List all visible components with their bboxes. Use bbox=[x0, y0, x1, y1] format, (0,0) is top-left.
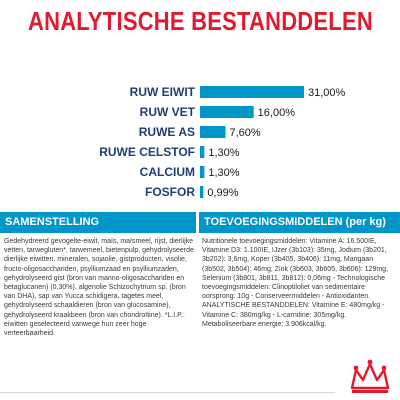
bar bbox=[200, 166, 205, 178]
crown-icon bbox=[350, 359, 390, 393]
bar-label: FOSFOR bbox=[145, 185, 195, 199]
bar bbox=[200, 106, 254, 118]
crown-outline bbox=[350, 362, 390, 390]
nutrient-bar-chart: RUW EIWIT 31,00% RUW VET 16,00% RUWE AS 7,60%… bbox=[99, 85, 346, 199]
page-title: ANALYTISCHE BESTANDDELEN bbox=[28, 8, 373, 36]
bar-value-label: 7,60% bbox=[229, 127, 260, 139]
additives-heading: TOEVOEGINGSMIDDELEN (per kg) bbox=[199, 212, 400, 233]
bar-label: CALCIUM bbox=[140, 165, 195, 179]
bar-label: RUWE AS bbox=[139, 125, 195, 139]
crown-base bbox=[352, 390, 388, 393]
crown-jewel bbox=[367, 359, 373, 365]
bar-label: RUW VET bbox=[140, 105, 196, 119]
bar-value-label: 16,00% bbox=[258, 107, 296, 119]
bar bbox=[200, 86, 304, 98]
additives-text: Nutritionele toevoegingsmiddelen: Vitami… bbox=[202, 238, 389, 328]
crown-jewel bbox=[381, 365, 387, 371]
bar-value-label: 1,30% bbox=[208, 167, 239, 179]
composition-text: Gedehydreerd gevogelte-eiwit, maïs, maïs… bbox=[4, 238, 194, 338]
bar bbox=[200, 126, 226, 138]
bar bbox=[200, 186, 204, 198]
bar-value-label: 1,30% bbox=[208, 147, 239, 159]
bar-value-label: 0,99% bbox=[207, 187, 238, 199]
bar-value-label: 31,00% bbox=[308, 87, 346, 99]
bar-label: RUWE CELSTOF bbox=[99, 145, 195, 159]
divider-line bbox=[0, 392, 335, 393]
composition-heading: SAMENSTELLING bbox=[0, 212, 196, 233]
bar-label: RUW EIWIT bbox=[130, 85, 196, 99]
bar bbox=[200, 146, 205, 158]
crown-jewel bbox=[353, 365, 359, 371]
